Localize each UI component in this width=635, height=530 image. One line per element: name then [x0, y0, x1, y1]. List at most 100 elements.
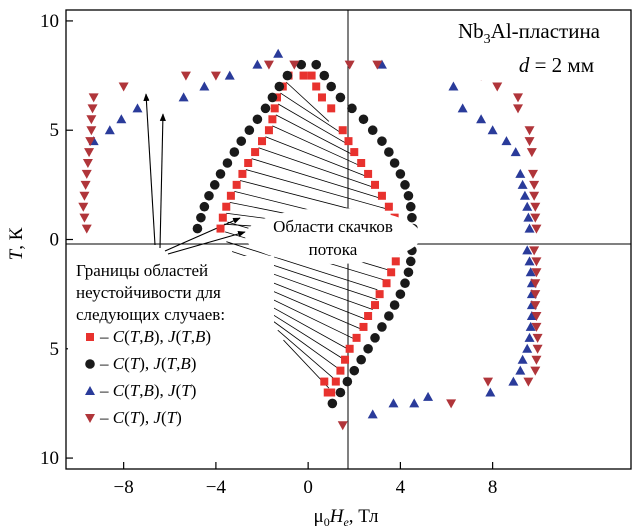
y-label-t: T [6, 248, 27, 260]
series-circle [192, 59, 418, 409]
legend-label-part: B [195, 327, 206, 346]
region-label-line-1: Области скачков [273, 217, 393, 236]
hatch-line [258, 147, 373, 188]
data-point-triangle-down [531, 312, 542, 321]
data-point-square [382, 279, 391, 288]
hatch-line [251, 158, 380, 199]
data-point-triangle-down [88, 93, 99, 103]
hatch-line [275, 114, 353, 155]
data-point-triangle-up [524, 223, 535, 233]
legend-label: – C(T,B), J(T,B) [99, 327, 211, 346]
data-point-square [391, 257, 400, 266]
hatch-line [271, 320, 339, 369]
data-point-triangle-up [448, 81, 459, 91]
data-point-triangle-down [531, 257, 542, 267]
data-point-circle [367, 125, 378, 136]
data-point-square [258, 137, 267, 146]
data-point-square [218, 213, 227, 222]
legend-title-2: неустойчивости для [76, 283, 221, 302]
data-point-triangle-up [485, 387, 496, 397]
legend-label-part: ( [124, 408, 130, 427]
data-point-triangle-down [81, 169, 92, 179]
data-point-triangle-down [79, 213, 90, 223]
legend-label-part: B [143, 381, 154, 400]
legend-label-part: ) [191, 354, 197, 373]
legend-label-part: T [130, 327, 141, 346]
y-ticks: 10 5 0 5 10 [40, 11, 73, 469]
data-point-circle [252, 114, 263, 125]
x-label-unit: , Тл [349, 506, 379, 527]
data-point-circle [347, 103, 357, 114]
data-point-triangle-down [530, 213, 541, 223]
data-point-triangle-up [517, 179, 528, 189]
data-point-triangle-down [530, 279, 541, 289]
data-point-square [320, 377, 329, 386]
data-point-square [216, 224, 225, 233]
data-point-circle [327, 398, 338, 409]
x-axis-label: μ0He, Тл [314, 506, 379, 529]
legend-label-part: C [113, 408, 125, 427]
data-point-triangle-up [522, 201, 533, 211]
hatch-line [260, 300, 348, 350]
data-point-circle [335, 387, 346, 398]
data-point-circle [326, 81, 337, 92]
data-point-circle [400, 278, 410, 289]
data-point-circle [204, 190, 214, 201]
arrow-2 [159, 113, 166, 249]
legend-label: – C(T,B), J(T) [99, 381, 196, 400]
legend-label-part: ( [124, 354, 130, 373]
data-point-triangle-down [530, 366, 541, 376]
data-point-triangle-up [376, 59, 387, 69]
data-point-triangle-up [522, 343, 533, 353]
data-point-triangle-down [531, 355, 542, 365]
data-point-triangle-down [78, 202, 89, 212]
data-point-circle [274, 81, 285, 92]
x-tick-label: 0 [303, 477, 313, 498]
data-point-square [299, 71, 308, 80]
data-point-square [377, 191, 386, 200]
legend-label-part: T [130, 354, 141, 373]
legend-label: – C(T), J(T) [99, 408, 182, 427]
data-point-circle [377, 136, 387, 146]
data-point-circle [370, 333, 380, 343]
legend-label-part: J [168, 381, 177, 400]
data-point-triangle-down [532, 333, 543, 343]
data-point-circle [335, 92, 346, 103]
x-tick-label: 8 [488, 477, 498, 498]
data-point-circle [260, 103, 271, 114]
data-point-triangle-up [116, 114, 127, 124]
data-point-circle [407, 212, 417, 223]
data-point-circle [384, 311, 394, 321]
legend-label-part: ( [161, 408, 167, 427]
data-point-triangle-up [526, 311, 537, 320]
data-point-circle [296, 59, 307, 70]
legend-label-part: C [113, 354, 125, 373]
data-point-square [336, 366, 345, 375]
data-point-circle [395, 169, 406, 179]
legend-label-part: T [130, 408, 141, 427]
data-point-triangle-down [344, 60, 355, 70]
region-label-line-2: потока [309, 240, 358, 259]
hatch-line [280, 92, 341, 133]
data-point-triangle-down [263, 60, 274, 70]
data-point-triangle-down [492, 82, 503, 92]
x-label-mu-sub: 0 [324, 515, 330, 529]
data-point-triangle-down [483, 377, 494, 387]
annotation-d-value: = 2 мм [529, 53, 594, 77]
legend-label: – C(T), J(T,B) [99, 354, 196, 373]
data-point-triangle-up [224, 70, 235, 80]
data-point-triangle-up [515, 168, 526, 178]
series-square [216, 71, 400, 397]
data-point-triangle-up [525, 267, 536, 277]
data-point-triangle-down [531, 268, 542, 278]
legend-arrows [143, 93, 246, 255]
data-point-triangle-up [523, 212, 534, 222]
data-point-triangle-up [252, 59, 263, 69]
series-triangle-down [78, 60, 543, 431]
annotation-nb: Nb [458, 19, 484, 43]
legend-title-3: следующих случаев: [76, 305, 225, 324]
legend-label-part: ( [176, 381, 182, 400]
data-point-triangle-down [80, 180, 91, 190]
data-point-square [232, 180, 241, 189]
data-point-triangle-down [530, 202, 541, 212]
